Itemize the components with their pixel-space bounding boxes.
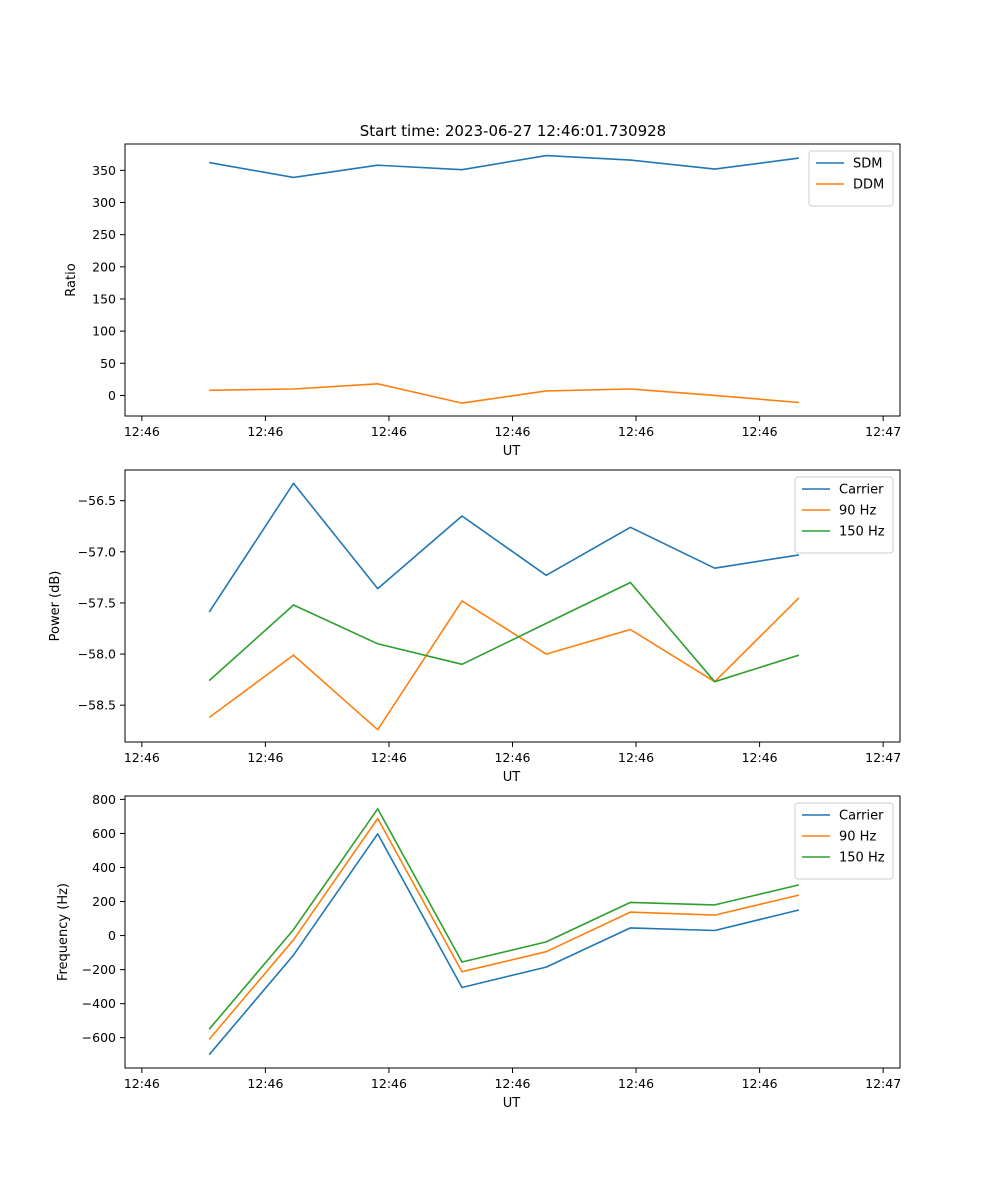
y-tick-label: −57.0 bbox=[78, 544, 116, 559]
x-tick-label: 12:46 bbox=[618, 750, 654, 765]
y-tick-label: 250 bbox=[92, 227, 116, 242]
y-tick-label: −58.0 bbox=[78, 647, 116, 662]
x-tick-label: 12:46 bbox=[742, 750, 778, 765]
axes-frame bbox=[124, 795, 901, 1069]
y-tick-label: 0 bbox=[108, 388, 116, 403]
series-line-carrier bbox=[208, 832, 800, 1056]
x-axis-label: UT bbox=[503, 770, 521, 785]
y-tick-label: 400 bbox=[92, 860, 116, 875]
y-tick-label: 100 bbox=[92, 324, 116, 339]
y-axis-label: Ratio bbox=[64, 263, 79, 296]
series-line-150-hz bbox=[208, 581, 800, 683]
x-tick-label: 12:46 bbox=[247, 1076, 283, 1091]
legend-entry: 150 Hz bbox=[839, 851, 885, 866]
y-axis-label: Frequency (Hz) bbox=[56, 883, 71, 981]
y-tick-label: −600 bbox=[82, 1030, 116, 1045]
legend-entry: SDM bbox=[853, 157, 882, 172]
x-tick-label: 12:46 bbox=[742, 1076, 778, 1091]
y-tick-label: −56.5 bbox=[78, 493, 116, 508]
y-tick-label: 0 bbox=[108, 928, 116, 943]
legend-entry: DDM bbox=[853, 178, 884, 193]
x-tick-label: 12:46 bbox=[247, 424, 283, 439]
y-tick-label: −200 bbox=[82, 962, 116, 977]
series-line-carrier bbox=[208, 482, 800, 613]
series-line-150-hz bbox=[208, 807, 800, 1030]
x-tick-label: 12:46 bbox=[371, 424, 407, 439]
x-tick-label: 12:46 bbox=[124, 424, 160, 439]
legend-entry: 90 Hz bbox=[839, 830, 876, 845]
y-tick-label: 150 bbox=[92, 291, 116, 306]
y-tick-label: 600 bbox=[92, 826, 116, 841]
y-tick-label: −400 bbox=[82, 996, 116, 1011]
legend-entry: 150 Hz bbox=[839, 525, 885, 540]
y-tick-label: −58.5 bbox=[78, 698, 116, 713]
x-tick-label: 12:46 bbox=[124, 750, 160, 765]
x-tick-label: 12:46 bbox=[618, 424, 654, 439]
series-line-ddm bbox=[209, 382, 799, 404]
frequency-panel: 12:46 12:46 12:46 12:46 12:46 12:46 12:47 UT −60… bbox=[56, 792, 901, 1111]
y-tick-label: 800 bbox=[92, 792, 116, 807]
x-tick-label: 12:46 bbox=[247, 750, 283, 765]
x-tick-label: 12:46 bbox=[371, 1076, 407, 1091]
series-line-90-hz bbox=[208, 597, 800, 731]
series-line-sdm bbox=[209, 154, 800, 179]
chart-title: Start time: 2023-06-27 12:46:01.730928 bbox=[360, 122, 666, 140]
legend bbox=[794, 476, 894, 554]
ratio-panel: 12:46 12:46 12:46 12:46 12:46 12:46 12:47 UT 0 50… bbox=[64, 143, 901, 459]
y-tick-label: 200 bbox=[92, 894, 116, 909]
y-tick-label: 300 bbox=[92, 195, 116, 210]
y-axis-label: Power (dB) bbox=[48, 571, 63, 642]
axes-frame bbox=[124, 469, 901, 743]
legend bbox=[808, 150, 894, 207]
x-tick-label: 12:46 bbox=[124, 1076, 160, 1091]
x-tick-label: 12:47 bbox=[865, 424, 901, 439]
y-tick-label: −57.5 bbox=[78, 595, 116, 610]
series-line-90-hz bbox=[208, 817, 800, 1040]
x-tick-label: 12:46 bbox=[742, 424, 778, 439]
power-panel: 12:46 12:46 12:46 12:46 12:46 12:46 12:47 UT −58… bbox=[48, 469, 901, 785]
legend bbox=[794, 802, 894, 880]
x-tick-label: 12:46 bbox=[494, 1076, 530, 1091]
x-tick-label: 12:46 bbox=[371, 750, 407, 765]
x-tick-label: 12:46 bbox=[494, 424, 530, 439]
legend-entry: Carrier bbox=[839, 483, 884, 498]
x-tick-label: 12:47 bbox=[865, 1076, 901, 1091]
legend-entry: 90 Hz bbox=[839, 504, 876, 519]
y-tick-label: 50 bbox=[100, 356, 116, 371]
x-tick-label: 12:46 bbox=[494, 750, 530, 765]
y-tick-label: 200 bbox=[92, 259, 116, 274]
axes-frame bbox=[124, 143, 901, 417]
x-axis-label: UT bbox=[503, 444, 521, 459]
legend-entry: Carrier bbox=[839, 809, 884, 824]
x-tick-label: 12:46 bbox=[618, 1076, 654, 1091]
y-tick-label: 350 bbox=[92, 163, 116, 178]
x-tick-label: 12:47 bbox=[865, 750, 901, 765]
x-axis-label: UT bbox=[503, 1096, 521, 1111]
